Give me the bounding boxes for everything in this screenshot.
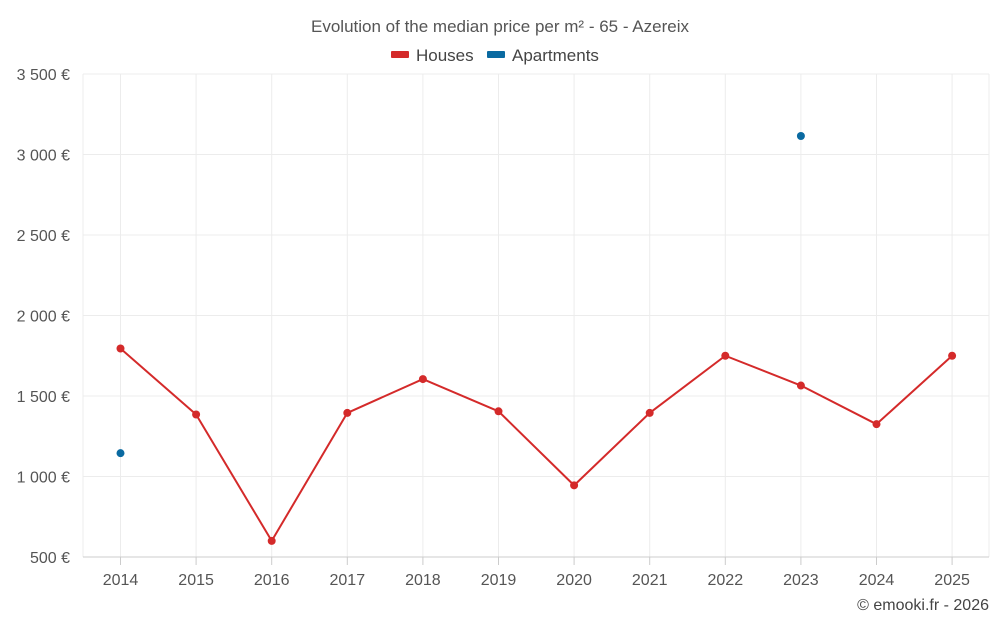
- x-tick-label: 2022: [708, 572, 744, 589]
- y-tick-label: 3 000 €: [17, 148, 70, 165]
- x-tick-label: 2024: [859, 572, 895, 589]
- chart-title: Evolution of the median price per m² - 6…: [311, 17, 689, 36]
- legend-label-houses: Houses: [416, 46, 474, 65]
- x-tick-label: 2023: [783, 572, 819, 589]
- y-tick-label: 2 000 €: [17, 309, 70, 326]
- y-tick-label: 1 500 €: [17, 389, 70, 406]
- data-point-houses-2023: [796, 381, 805, 390]
- data-point-apartments-2014: [116, 449, 125, 458]
- legend-swatch-apartments: [487, 51, 505, 58]
- data-point-houses-2014: [116, 344, 125, 353]
- series-layer: [116, 131, 957, 545]
- y-tick-label: 500 €: [30, 550, 70, 567]
- data-point-houses-2021: [645, 408, 654, 417]
- legend-item-apartments[interactable]: Apartments: [487, 46, 599, 65]
- y-tick-label: 3 500 €: [17, 67, 70, 84]
- data-point-apartments-2023: [796, 131, 805, 140]
- y-tick-label: 2 500 €: [17, 228, 70, 245]
- y-tick-label: 1 000 €: [17, 470, 70, 487]
- data-point-houses-2015: [192, 410, 201, 419]
- legend-label-apartments: Apartments: [512, 46, 599, 65]
- data-point-houses-2017: [343, 408, 352, 417]
- x-tick-label: 2021: [632, 572, 668, 589]
- x-tick-label: 2025: [934, 572, 970, 589]
- grid-layer: [82, 73, 990, 557]
- legend-item-houses[interactable]: Houses: [391, 46, 474, 65]
- x-tick-label: 2014: [103, 572, 139, 589]
- data-point-houses-2025: [948, 351, 957, 360]
- data-point-houses-2016: [267, 536, 276, 545]
- x-tick-label: 2020: [556, 572, 592, 589]
- data-point-houses-2020: [570, 481, 579, 490]
- data-point-houses-2022: [721, 351, 730, 360]
- data-point-houses-2018: [418, 375, 427, 384]
- axis-layer: 500 € 1 000 € 1 500 € 2 000 € 2 500 € 3 000 €…: [17, 67, 989, 589]
- x-tick-label: 2018: [405, 572, 441, 589]
- legend: Houses Apartments: [391, 46, 599, 65]
- x-tick-label: 2019: [481, 572, 517, 589]
- data-point-houses-2019: [494, 407, 503, 416]
- data-point-houses-2024: [872, 420, 881, 429]
- x-tick-label: 2017: [330, 572, 366, 589]
- x-tick-label: 2015: [178, 572, 214, 589]
- credit-text: © emooki.fr - 2026: [857, 597, 989, 614]
- x-tick-label: 2016: [254, 572, 290, 589]
- legend-swatch-houses: [391, 51, 409, 58]
- series-line-houses: [119, 347, 953, 542]
